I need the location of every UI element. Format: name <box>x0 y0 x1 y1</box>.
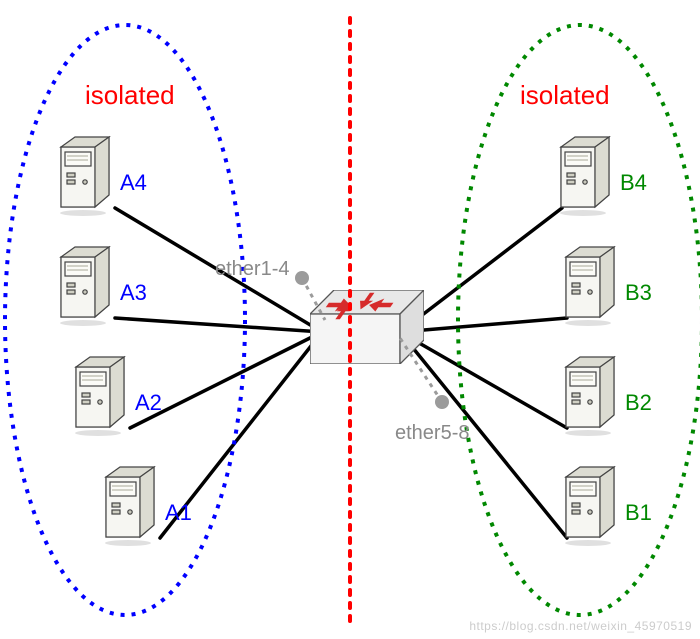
port-label-left: ether1-4 <box>215 258 290 281</box>
group-left-label: isolated <box>85 80 175 111</box>
port-dot-left <box>295 271 309 285</box>
port-label-right: ether5-8 <box>395 422 470 445</box>
group-right-label: isolated <box>520 80 610 111</box>
watermark: https://blog.csdn.net/weixin_45970519 <box>469 619 692 633</box>
diagram-stage: A4 A3 A2 <box>0 0 700 639</box>
group-ellipse-left <box>5 25 245 615</box>
group-ellipse-right <box>458 25 700 615</box>
port-dot-right <box>435 395 449 409</box>
